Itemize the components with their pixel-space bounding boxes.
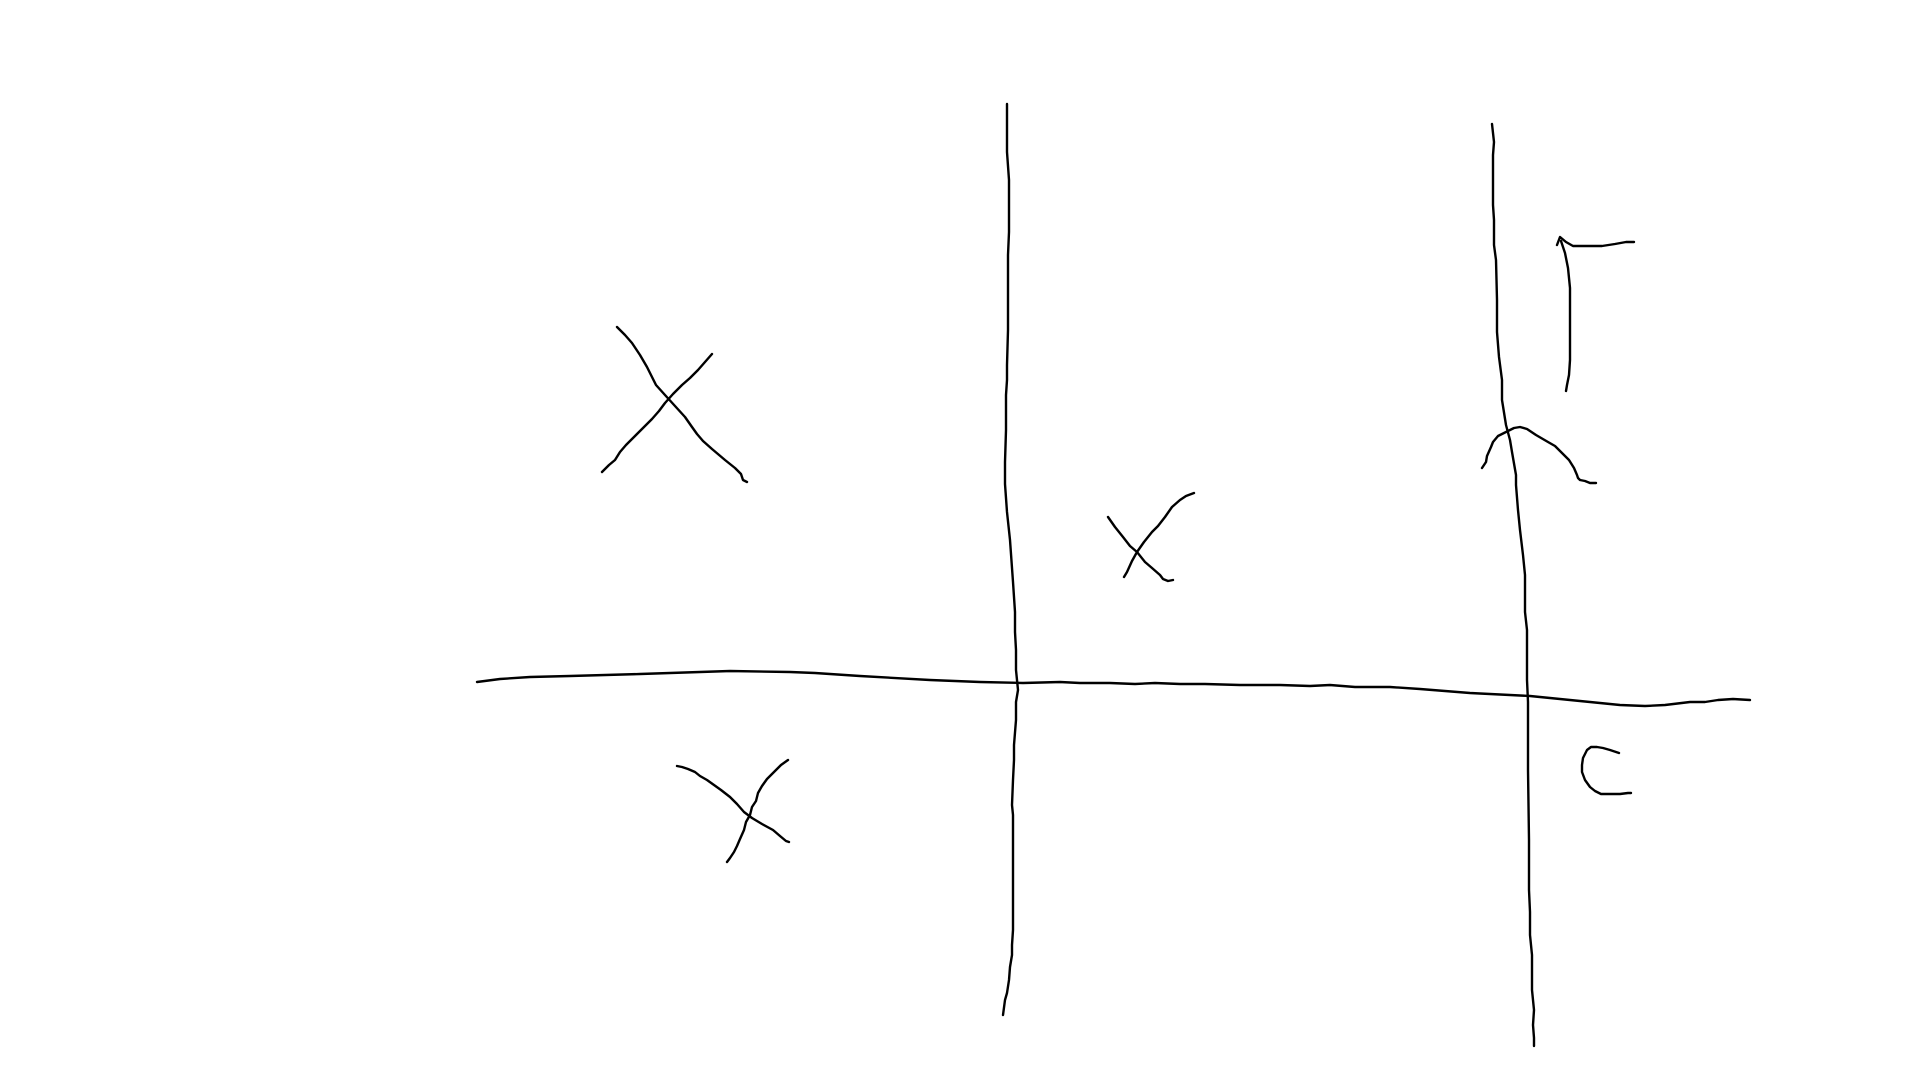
grid-lines	[475, 102, 1752, 1048]
mark-x-top-left-stroke-1	[615, 325, 749, 484]
mark-x-top-middle-stroke-1	[1106, 515, 1175, 583]
mark-c-bottom-right-stroke	[1580, 745, 1633, 796]
vertical-divider-left	[1001, 102, 1020, 1017]
mark-x-bottom-left-stroke-1	[675, 764, 791, 844]
mark-arch-stroke	[1480, 425, 1598, 485]
mark-x-top-left	[600, 325, 749, 484]
mark-x-top-left-stroke-2	[600, 352, 714, 474]
mark-c-bottom-right	[1580, 745, 1633, 796]
mark-x-top-middle-stroke-2	[1122, 491, 1196, 579]
vertical-divider-right	[1490, 122, 1536, 1048]
mark-x-top-middle	[1106, 491, 1196, 583]
mark-corner-stroke	[1555, 235, 1636, 248]
mark-corner-vertical-stroke	[1559, 239, 1572, 393]
mark-shape-top-right	[1480, 235, 1636, 485]
mark-x-bottom-left	[675, 758, 791, 864]
horizontal-divider	[475, 669, 1752, 708]
mark-x-bottom-left-stroke-2	[725, 758, 790, 864]
